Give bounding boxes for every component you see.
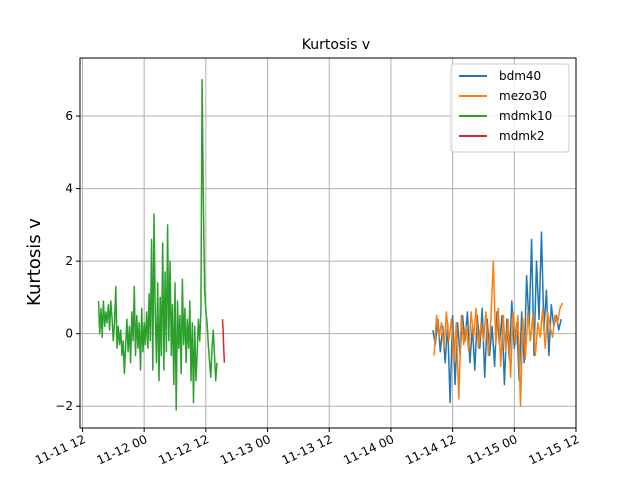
chart-title: Kurtosis v <box>302 37 370 53</box>
plot-frame <box>79 57 577 429</box>
legend-label-mezo30: mezo30 <box>499 89 547 103</box>
y-tick-label: 2 <box>65 254 73 268</box>
y-tick-label: 6 <box>65 109 73 123</box>
y-axis: −2 0 2 4 6 <box>55 109 80 413</box>
legend-label-mdmk10: mdmk10 <box>499 109 552 123</box>
legend-label-mdmk2: mdmk2 <box>499 129 545 143</box>
series-line-mdmk10 <box>97 79 218 411</box>
series-layer <box>97 79 564 411</box>
legend-box <box>450 63 570 153</box>
y-tick-label: 4 <box>65 182 73 196</box>
y-tick-label: −2 <box>55 399 73 413</box>
y-axis-label: Kurtosis v <box>24 218 45 306</box>
legend-label-bdm40: bdm40 <box>499 69 541 83</box>
series-line-mezo30 <box>433 260 564 407</box>
series-line-mdmk2 <box>221 319 226 363</box>
y-tick-label: 0 <box>65 327 73 341</box>
legend: bdm40 mezo30 mdmk10 mdmk2 <box>450 63 570 153</box>
